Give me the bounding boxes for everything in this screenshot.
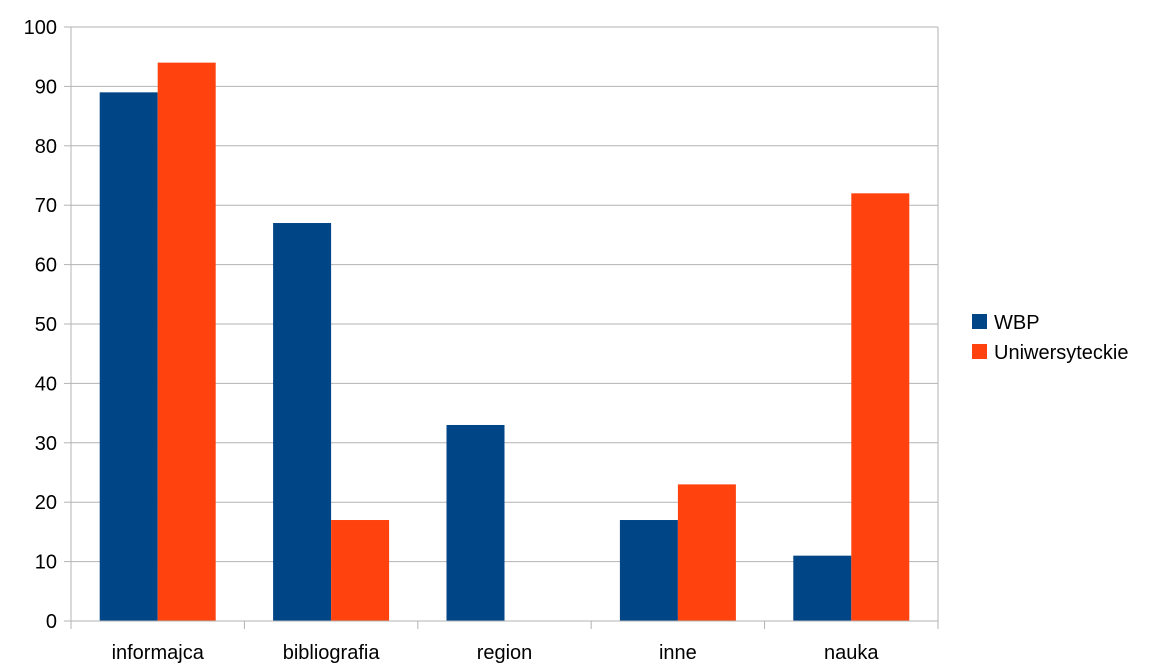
bar-uniwersyteckie-informajca: [157, 62, 216, 621]
bar-uniwersyteckie-inne: [677, 484, 736, 621]
bar-uniwersyteckie-nauka: [851, 193, 910, 621]
y-tick-label: 40: [35, 373, 57, 395]
bar-uniwersyteckie-bibliografia: [331, 520, 390, 621]
bar-wbp-informajca: [99, 92, 158, 622]
x-tick-label: nauka: [824, 642, 879, 664]
legend-swatch-uniwersyteckie: [972, 344, 987, 359]
y-tick-label: 30: [35, 433, 57, 455]
legend-label: Uniwersyteckie: [994, 342, 1128, 364]
y-tick-label: 60: [35, 255, 57, 277]
x-tick-label: bibliografia: [283, 642, 381, 664]
bars: [99, 62, 910, 622]
x-tick-label: region: [477, 642, 533, 664]
x-tick-label: informajca: [112, 642, 205, 664]
y-tick-label: 80: [35, 136, 57, 158]
y-tick-label: 100: [24, 17, 57, 39]
bar-wbp-inne: [619, 520, 678, 621]
x-axis-tick-labels: informajca bibliografia region inne nauka: [112, 642, 880, 664]
legend-label: WBP: [994, 312, 1040, 334]
y-tick-label: 20: [35, 492, 57, 514]
bar-wbp-nauka: [793, 555, 852, 621]
y-tick-label: 0: [46, 611, 57, 633]
axes: [64, 26, 939, 629]
x-tick-label: inne: [659, 642, 697, 664]
bar-wbp-region: [446, 424, 505, 621]
legend: WBP Uniwersyteckie: [972, 312, 1128, 364]
y-tick-label: 10: [35, 552, 57, 574]
y-tick-label: 50: [35, 314, 57, 336]
y-tick-label: 90: [35, 76, 57, 98]
legend-swatch-wbp: [972, 314, 987, 329]
bar-wbp-bibliografia: [273, 223, 332, 621]
y-axis-tick-labels: 0 10 20 30 40 50 60 70 80 90 100: [24, 17, 57, 633]
y-tick-label: 70: [35, 195, 57, 217]
